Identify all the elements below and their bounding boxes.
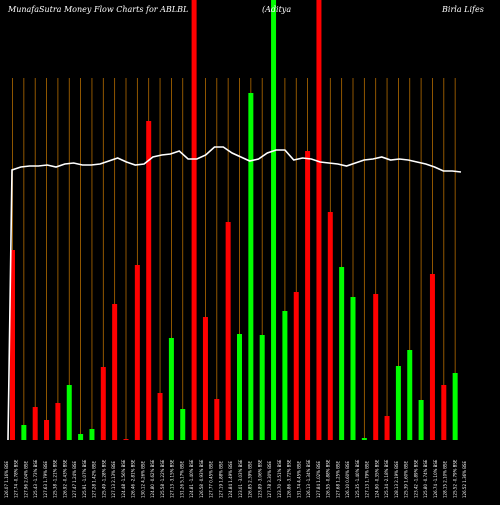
tick-label-36: 126.10 0.60% BSE (345, 461, 350, 498)
tick-label-18: 127.13 -3.15% BSE (170, 459, 175, 498)
tick-label-4: 125.43 -1.73% BSE (33, 459, 38, 498)
money-flow-bar-24 (271, 0, 277, 440)
money-flow-bar-32 (361, 438, 367, 440)
money-flow-bar-9 (100, 367, 106, 440)
money-flow-bar-26 (293, 292, 299, 440)
money-flow-bar-25 (282, 311, 288, 440)
money-flow-bar-33 (373, 294, 379, 440)
tick-label-17: 125.58 -1.22% BSE (160, 459, 165, 498)
tick-label-7: 126.92 -0.43% BSE (62, 459, 67, 498)
tick-label-45: 126.74 -1.10% BSE (433, 459, 438, 498)
tick-label-20: 124.81 -1.40% BSE (189, 459, 194, 498)
tick-label-2: 127.74 -0.78% BSE (14, 459, 19, 498)
money-flow-bar-2 (21, 425, 27, 440)
money-flow-bar-38 (429, 274, 435, 440)
tick-label-47: 125.52 -0.79% BSE (452, 459, 457, 498)
money-flow-bar-29 (327, 212, 333, 440)
money-flow-bar-12 (134, 265, 140, 440)
tick-label-13: 124.48 -1.56% BSE (121, 459, 126, 498)
money-flow-bar-1 (10, 250, 15, 440)
money-flow-bar-35 (395, 366, 401, 440)
tick-label-35: 127.68 1.25% BSE (335, 461, 340, 498)
tick-label-14: 126.46 -2.81% BSE (131, 459, 136, 498)
tick-label-34: 126.55 -0.88% BSE (326, 459, 331, 498)
tick-label-27: 123.89 -3.06% BSE (257, 459, 262, 498)
money-flow-bar-18 (202, 317, 208, 440)
tick-label-16: 124.80 -0.62% BSE (150, 459, 155, 498)
tick-label-38: 127.13 1.79% BSE (365, 461, 370, 498)
tick-label-9: 125.91 -1.07% BSE (82, 459, 87, 498)
money-flow-bar-27 (305, 151, 311, 440)
chart-title-middle: (Aditya (262, 5, 291, 14)
tick-label-22: 127.77 0.45% BSE (209, 461, 214, 498)
money-flow-bar-19 (214, 399, 220, 440)
tick-label-40: 125.34 -2.18% BSE (384, 459, 389, 498)
money-flow-bar-10 (112, 304, 118, 440)
money-flow-bar-13 (146, 121, 152, 440)
chart-title-right: Birla Lifes (441, 5, 484, 14)
tick-label-21: 126.58 -0.93% BSE (199, 459, 204, 498)
tick-label-42: 125.39 1.60% BSE (404, 461, 409, 498)
money-flow-bar-21 (237, 334, 242, 440)
money-flow-bar-7 (78, 434, 84, 440)
money-flow-bar-11 (123, 439, 129, 440)
tick-label-39: 124.90 -0.35% BSE (374, 459, 379, 498)
tick-label-19: 131.26 5.17% BSE (179, 461, 184, 498)
tick-label-15: 130.12 4.26% BSE (140, 461, 145, 498)
tick-label-37: 125.35 -1.40% BSE (355, 459, 360, 498)
money-flow-bar-23 (259, 335, 265, 440)
money-flow-bar-40 (452, 373, 458, 440)
tick-label-26: 126.85 2.39% BSE (248, 461, 253, 498)
money-flow-bar-36 (407, 350, 413, 440)
price-line (7, 146, 462, 441)
tick-label-43: 123.42 -1.89% BSE (413, 459, 418, 498)
money-flow-bar-15 (168, 338, 174, 440)
tick-label-8: 127.47 1.24% BSE (72, 461, 77, 498)
money-flow-bar-31 (350, 297, 356, 440)
tick-label-48: 126.52 1.36% BSE (462, 461, 467, 498)
tick-label-29: 123.70 -2.51% BSE (277, 459, 282, 498)
money-flow-bar-5 (55, 403, 61, 440)
tick-label-3: 127.96 2.04% BSE (23, 461, 28, 498)
tick-label-23: 127.19 1.88% BSE (218, 461, 223, 498)
tick-label-33: 127.84 1.02% BSE (316, 461, 321, 498)
bar-series (10, 0, 458, 440)
money-flow-bar-6 (66, 385, 72, 440)
tick-label-5: 127.63 1.79% BSE (43, 461, 48, 498)
tick-label-46: 128.15 2.10% BSE (443, 461, 448, 498)
chart-title-left: MunafaSutra Money Flow Charts for ABLBL (7, 5, 188, 14)
money-flow-bar-16 (180, 409, 186, 440)
tick-label-12: 127.13 2.13% BSE (111, 461, 116, 498)
tick-label-31: 131.74 4.45% BSE (296, 461, 301, 498)
price-line-layer (7, 146, 462, 441)
tick-label-30: 126.86 -3.72% BSE (287, 459, 292, 498)
money-flow-bar-34 (384, 416, 390, 440)
money-flow-bar-22 (248, 93, 254, 440)
money-flow-bar-39 (441, 385, 447, 440)
tick-label-32: 126.13 -1.34% BSE (306, 459, 311, 498)
tick-label-28: 127.78 3.30% BSE (267, 461, 272, 498)
money-flow-bar-14 (157, 393, 163, 440)
money-flow-bar-8 (89, 429, 95, 440)
money-flow-bar-4 (44, 420, 50, 440)
money-flow-bar-3 (32, 407, 38, 440)
tick-label-44: 125.80 -0.74% BSE (423, 459, 428, 498)
money-flow-bar-37 (418, 400, 424, 440)
tick-label-25: 123.01 -3.03% BSE (238, 459, 243, 498)
money-flow-bar-30 (339, 267, 345, 440)
money-flow-bar-17 (191, 0, 197, 440)
tick-label-24: 124.84 1.49% BSE (228, 461, 233, 498)
tick-label-11: 125.49 -1.28% BSE (101, 459, 106, 498)
money-flow-bar-20 (225, 222, 231, 440)
tick-label-10: 127.28 1.42% BSE (92, 461, 97, 498)
tick-labels: 126.07 1.16% BSE 127.74 -0.78% BSE 127.96 … (4, 459, 467, 498)
tick-label-41: 128.13 2.19% BSE (394, 461, 399, 498)
tick-label-1: 126.07 1.16% BSE (4, 461, 9, 498)
tick-label-6: 125.38 -1.21% BSE (53, 459, 58, 498)
money-flow-bar-28 (316, 0, 322, 440)
